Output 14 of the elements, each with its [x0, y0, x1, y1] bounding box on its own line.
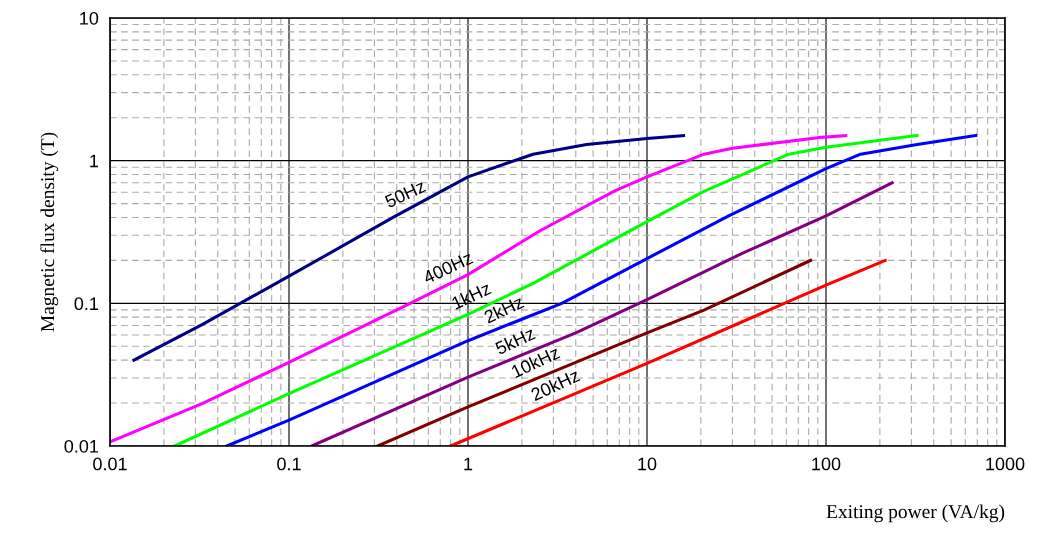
text: 50Hz — [384, 179, 427, 209]
x-tick-label: 0.01 — [93, 457, 127, 471]
y-tick-label: 10 — [80, 11, 99, 25]
y-axis-title: Magnetic flux density (T) — [40, 132, 59, 332]
x-tick-label: 100 — [812, 457, 841, 471]
x-tick-label: 0.1 — [277, 457, 301, 471]
y-tick-label: 0.1 — [74, 297, 99, 311]
x-axis-title: Exiting power (VA/kg) — [826, 504, 1005, 523]
x-tick-label: 10 — [638, 457, 657, 471]
x-tick-label: 1 — [464, 457, 473, 471]
x-tick-label: 1000 — [986, 457, 1025, 471]
text: 400Hz — [422, 251, 474, 285]
y-tick-label: 1 — [90, 154, 99, 168]
y-tick-label: 0.01 — [64, 439, 99, 453]
